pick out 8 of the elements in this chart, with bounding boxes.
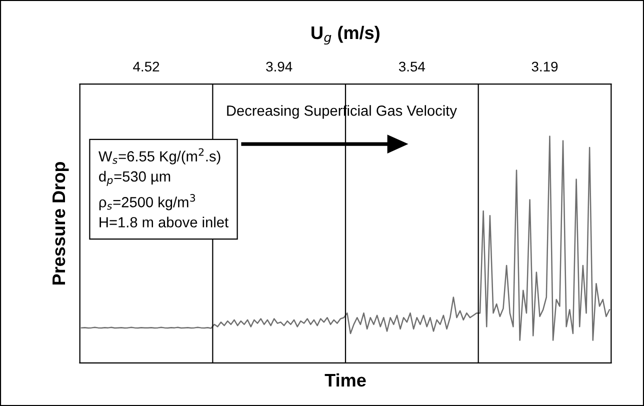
text: 3.19 — [532, 62, 558, 72]
text: 4.52 — [133, 62, 160, 72]
x2-axis-title: U$_{g}$ (m/s) — [312, 26, 380, 45]
text: 3.54 — [398, 62, 426, 72]
y-axis-title: Pressure Drop — [52, 162, 69, 285]
text: W$_{s}$=6.55 Kg/(m$^{2}$.s) d$_{p}$=530 µm ρ$_{s}$=2500 kg/m$^{3}$ H=1.8 m above inlet — [98, 148, 228, 228]
x-axis-title: Time — [324, 373, 366, 387]
text: 3.94 — [266, 62, 292, 72]
